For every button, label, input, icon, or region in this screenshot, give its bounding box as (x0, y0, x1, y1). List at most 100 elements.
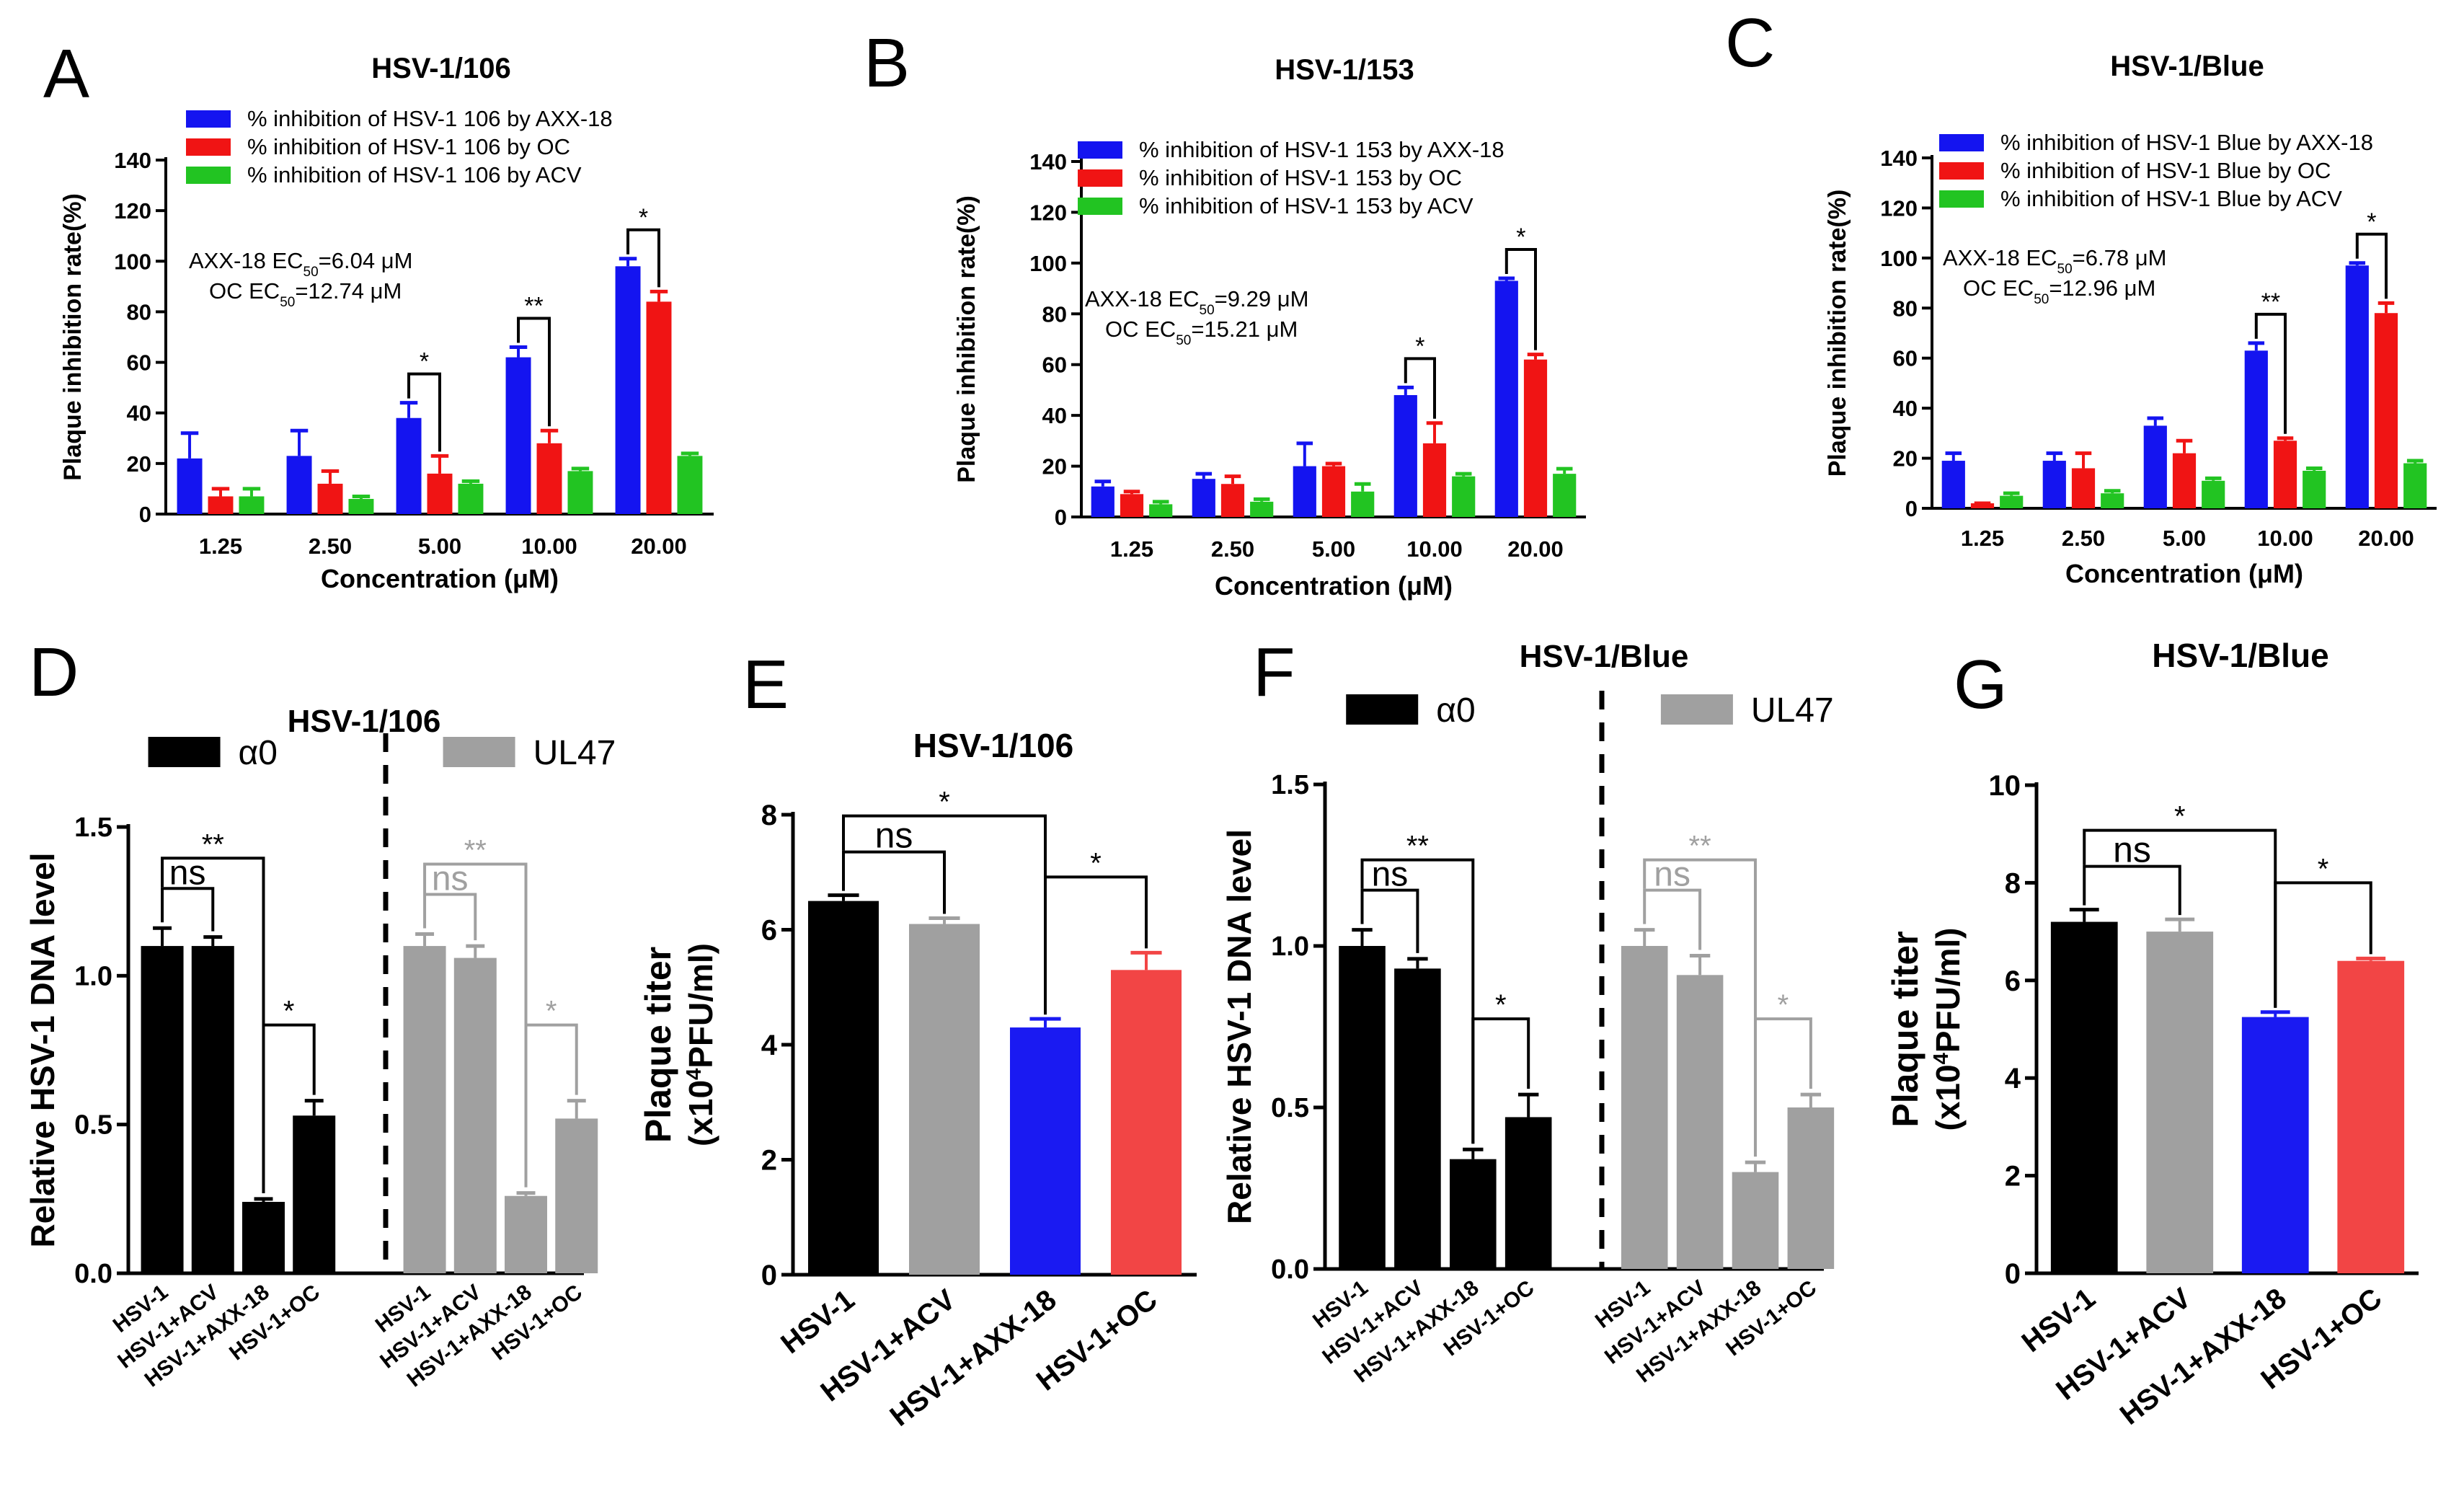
y-tick-label: 40 (127, 401, 151, 426)
y-tick-label: 20 (127, 451, 151, 477)
chart-panel-a: A HSV-1/106 0 20 40 60 80 100 120 140 Plaque inhib… (43, 35, 714, 593)
y-tick-label: 140 (1029, 149, 1067, 174)
error-bar (242, 487, 261, 497)
significance-label: * (939, 787, 950, 818)
significance-bracket: * (2355, 208, 2388, 299)
legend-entry: % inhibition of HSV-1 153 by ACV (1139, 193, 1473, 218)
panel-letter: F (1253, 634, 1295, 711)
error-bar (2046, 451, 2063, 461)
bar-green (2403, 463, 2427, 508)
panel-letter: E (743, 646, 789, 723)
bar-blue (505, 357, 531, 514)
y-tick-label: 80 (127, 299, 151, 324)
legend-entry: α0 (239, 734, 278, 772)
bar-green (677, 456, 703, 514)
bar-red (646, 301, 672, 514)
legend-entry: % inhibition of HSV-1 153 by OC (1139, 165, 1462, 190)
y-axis-label: Plaque titer (1885, 931, 1925, 1127)
error-bar (571, 466, 590, 472)
y-tick-label: 140 (114, 148, 151, 173)
error-bar (399, 401, 418, 418)
label-part: PFU/ml) (682, 943, 719, 1069)
bar-gray (2146, 932, 2214, 1273)
legend-entry: % inhibition of HSV-1 106 by OC (247, 134, 570, 159)
bar-red (2071, 468, 2096, 508)
y-tick-label: 1.0 (74, 961, 112, 991)
error-bar (2003, 491, 2020, 496)
bar-green (2101, 493, 2124, 508)
bar-green (348, 498, 374, 514)
error-bar (1130, 950, 1162, 970)
legend-swatch (1078, 198, 1122, 215)
error-bar (430, 454, 449, 474)
error-bar (1123, 490, 1140, 495)
error-bar (1253, 497, 1270, 502)
legend-swatch (186, 167, 231, 184)
bar-α0 (191, 946, 234, 1273)
error-bar (1094, 479, 1112, 487)
significance-label: ns (1654, 856, 1690, 894)
error-bar (211, 487, 230, 497)
x-tick-label: 2.50 (309, 534, 352, 559)
chart-panel-c: C HSV-1/Blue 0 20 40 60 80 100 120 140 Plaque inhi… (1725, 4, 2437, 588)
y-tick-label: 0 (2005, 1258, 2021, 1290)
x-tick-label: HSV-1 (2016, 1282, 2101, 1358)
bar-red (1422, 443, 1447, 517)
ec50-annotation: AXX-18 EC50=6.78 μM (1943, 245, 2166, 277)
error-bar (2277, 436, 2294, 441)
ec50-part: =15.21 μM (1191, 317, 1298, 342)
y-tick-label: 2 (2005, 1161, 2021, 1193)
chart-title: HSV-1/Blue (2110, 50, 2264, 82)
ec50-part: OC EC (209, 278, 280, 304)
significance-bracket: * (407, 348, 441, 452)
ec50-part: =6.04 μM (319, 248, 413, 273)
y-tick-label: 4 (2005, 1063, 2021, 1094)
significance-label: ** (464, 835, 487, 867)
error-bar (1945, 451, 1962, 461)
significance-bracket: * (2274, 853, 2372, 1008)
significance-bracket: ** (1643, 831, 1757, 1157)
legend-entry: % inhibition of HSV-1 Blue by ACV (2000, 186, 2342, 211)
y-tick-label: 40 (1893, 396, 1918, 421)
ec50-annotation: AXX-18 EC50=9.29 μM (1085, 286, 1308, 318)
bar-α0 (1394, 968, 1441, 1269)
y-axis-label: Plaque titer (638, 947, 678, 1143)
chart-title: HSV-1/153 (1275, 54, 1414, 86)
legend-swatch (1078, 141, 1122, 159)
bar-ul47 (505, 1195, 548, 1273)
error-bar (1296, 441, 1313, 466)
significance-label: ns (432, 860, 469, 898)
error-bar (681, 451, 699, 456)
bar-red (536, 443, 562, 514)
error-bar (2260, 1010, 2290, 1017)
bar-green (1351, 491, 1375, 517)
significance-label: ** (202, 828, 224, 860)
y-axis-label-unit: (x104PFU/ml) (1929, 928, 1967, 1131)
error-bar (567, 1099, 586, 1119)
legend-swatch (186, 110, 231, 128)
bar-black (808, 901, 879, 1275)
bar-green (2202, 480, 2225, 508)
error-bar (509, 345, 528, 358)
bracket-line (626, 228, 660, 288)
significance-bracket: ** (1360, 831, 1475, 1144)
ec50-part: =6.78 μM (2073, 245, 2167, 270)
panel-letter: D (29, 634, 79, 711)
bar-red (1970, 503, 1995, 508)
bar-blue_bar (2241, 1017, 2309, 1273)
error-bar (304, 1099, 324, 1116)
y-tick-label: 100 (114, 249, 151, 274)
panel-letter: A (43, 35, 89, 112)
ec50-annotation: AXX-18 EC50=6.04 μM (189, 248, 412, 280)
bar-α0 (141, 946, 184, 1273)
significance-label: ** (1406, 831, 1429, 862)
error-bar (1352, 928, 1373, 946)
x-axis-label: Concentration (μM) (321, 564, 559, 593)
ec50-part: AXX-18 EC (189, 248, 303, 273)
x-axis-label: Concentration (μM) (1215, 571, 1453, 601)
ec50-subscript: 50 (303, 265, 319, 280)
significance-bracket: ns (1643, 856, 1702, 950)
ec50-subscript: 50 (2034, 292, 2049, 307)
significance-bracket: ns (2083, 830, 2181, 916)
bracket-line (262, 1023, 316, 1193)
